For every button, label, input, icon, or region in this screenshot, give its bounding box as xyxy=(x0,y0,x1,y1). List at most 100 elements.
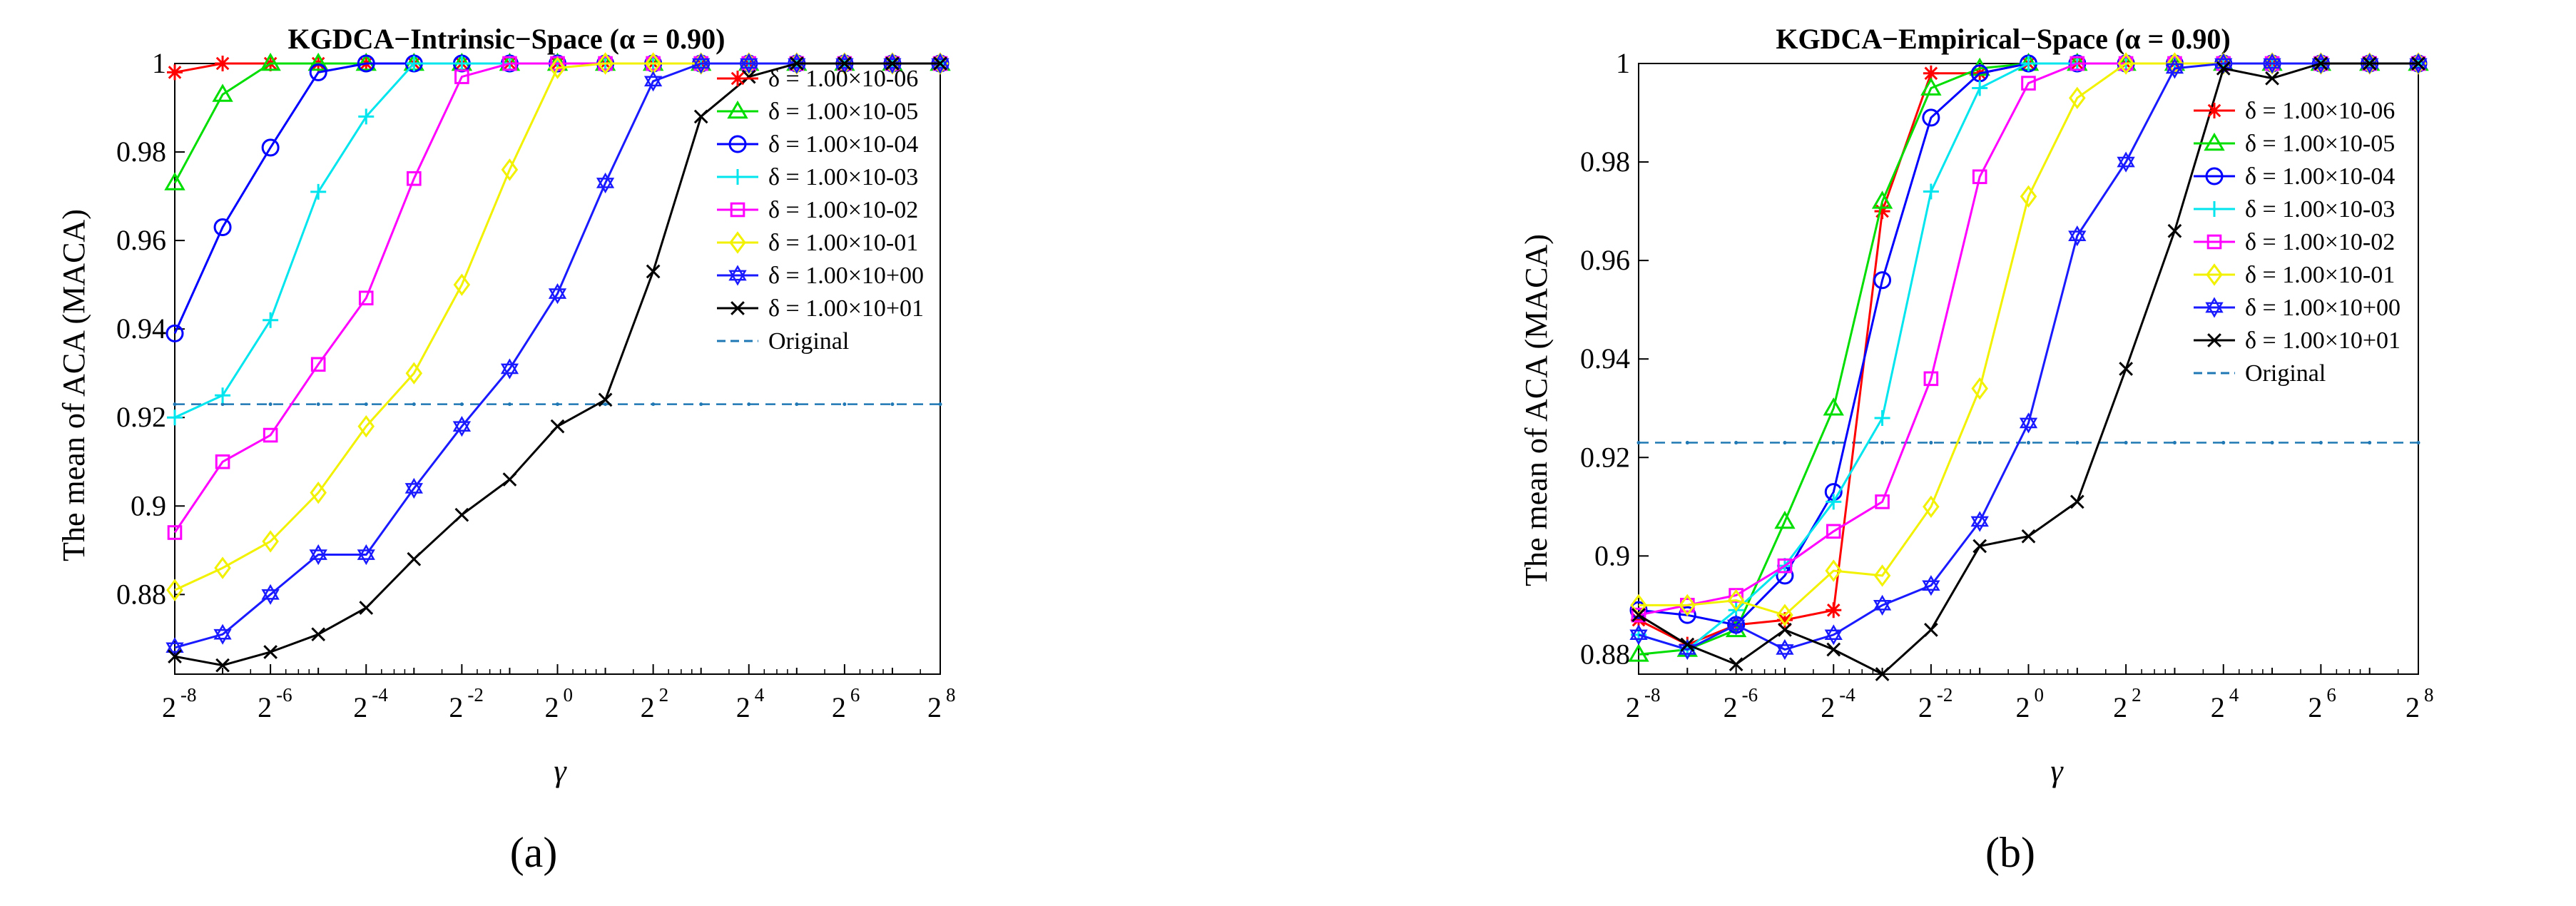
legend-entry: δ = 1.00×10+00 xyxy=(2245,295,2401,321)
series-5-point xyxy=(454,69,469,84)
series-6-point xyxy=(1727,589,1745,612)
series-6-point xyxy=(1679,594,1696,617)
series-5-point xyxy=(263,427,278,443)
original-point xyxy=(1685,441,1689,445)
legend-b: δ = 1.00×10-06 δ = 1.00×10-05 δ = 1.00×10-… xyxy=(2194,98,2401,387)
series-6-point xyxy=(1825,559,1843,582)
series-1-point xyxy=(215,56,231,71)
original-point xyxy=(2221,441,2226,445)
series-4-point xyxy=(215,387,231,404)
legend-entry: δ = 1.00×10-01 xyxy=(768,230,918,256)
legend-marker xyxy=(2206,263,2223,286)
series-8-point xyxy=(168,649,182,664)
series-8-point xyxy=(838,56,852,71)
series-4-point xyxy=(1874,410,1890,427)
x-tick-exponent: -2 xyxy=(467,684,484,706)
x-tick-label: 2 xyxy=(2016,691,2030,723)
original-point xyxy=(938,402,942,407)
legend-marker xyxy=(2204,132,2225,151)
series-7-point xyxy=(1824,624,1843,646)
x-axis-label-a: γ xyxy=(554,753,567,788)
series-6-point xyxy=(262,530,279,553)
y-tick-label: 0.9 xyxy=(1594,539,1630,571)
series-7-point xyxy=(788,53,806,74)
x-tick-label: 2 xyxy=(258,691,272,723)
series-6-point xyxy=(1923,495,1940,518)
series-4-point xyxy=(167,409,183,426)
series-5-point xyxy=(2021,76,2036,91)
series-3-point xyxy=(1922,108,1940,127)
series-6-point xyxy=(1873,564,1891,587)
x-tick-exponent: 2 xyxy=(659,684,669,706)
series-8-point xyxy=(2313,56,2328,71)
x-tick-exponent: 4 xyxy=(2229,684,2239,706)
original-point xyxy=(795,402,799,407)
x-axis-label-b: γ xyxy=(2050,753,2064,788)
x-tick-exponent: 0 xyxy=(2035,684,2045,706)
series-8-point xyxy=(646,264,661,279)
series-8-point xyxy=(2216,61,2231,76)
series-6-point xyxy=(549,56,566,79)
series-3-point xyxy=(261,138,280,157)
series-3-point xyxy=(1629,601,1648,619)
legend-marker xyxy=(730,202,745,218)
panel-a: KGDCA−Intrinsic−Space (α = 0.90) The mea… xyxy=(56,23,956,876)
series-1-point xyxy=(1776,612,1793,628)
legend-marker xyxy=(730,169,745,185)
series-7-point xyxy=(931,53,950,74)
original-point xyxy=(2416,441,2420,445)
series-4-point xyxy=(310,183,327,200)
legend-marker xyxy=(728,265,747,286)
series-8-point xyxy=(2411,56,2425,71)
caption-b: (b) xyxy=(1985,829,2035,876)
series-7-point xyxy=(1726,614,1746,636)
series-8-point xyxy=(550,419,565,434)
original-point xyxy=(2270,441,2274,445)
series-4-point xyxy=(263,312,279,328)
series-8-point xyxy=(2119,362,2133,376)
x-tick-exponent: 0 xyxy=(564,684,574,706)
series-8-point xyxy=(454,507,469,522)
series-1-point xyxy=(1923,65,1939,81)
legend-entry: δ = 1.00×10-05 xyxy=(2245,131,2395,157)
series-8-point xyxy=(885,56,900,71)
series-2-point xyxy=(355,52,377,71)
series-7-point xyxy=(596,172,615,194)
legend-marker xyxy=(729,231,746,254)
series-8-point xyxy=(359,601,374,615)
series-5-point xyxy=(1631,607,1646,623)
y-tick-label: 0.96 xyxy=(1580,244,1630,276)
series-7-point xyxy=(404,477,423,499)
legend-marker xyxy=(727,100,748,119)
legend-marker xyxy=(2205,297,2224,318)
x-tick-exponent: 6 xyxy=(2326,684,2336,706)
series-8-point xyxy=(598,392,613,407)
series-6-point xyxy=(501,158,519,181)
series-2-point xyxy=(164,172,185,190)
legend-entry: δ = 1.00×10+00 xyxy=(768,263,924,289)
original-point xyxy=(1831,441,1836,445)
series-2-point xyxy=(1871,190,1893,209)
series-3-point xyxy=(166,324,184,342)
x-tick-exponent: 4 xyxy=(755,684,765,706)
series-8-point xyxy=(407,551,422,566)
series-3-point xyxy=(357,54,375,73)
x-tick-label: 2 xyxy=(736,691,750,723)
series-7-point xyxy=(1776,638,1794,661)
series-3-point xyxy=(309,63,327,81)
x-tick-exponent: -6 xyxy=(1742,684,1758,706)
y-tick-label: 0.98 xyxy=(1580,146,1630,178)
chart-title-b: KGDCA−Empirical−Space (α = 0.90) xyxy=(1776,23,2230,55)
original-point xyxy=(699,402,703,407)
series-5-point xyxy=(310,357,326,372)
y-axis-label-a: The mean of ACA (MACA) xyxy=(56,209,91,561)
series-7-point xyxy=(309,544,327,566)
series-5-point xyxy=(502,56,517,71)
series-5-point xyxy=(407,170,422,186)
series-8-point xyxy=(1924,623,1938,637)
series-6-point xyxy=(166,579,183,601)
original-point xyxy=(507,402,511,407)
series-8-point xyxy=(789,56,804,71)
